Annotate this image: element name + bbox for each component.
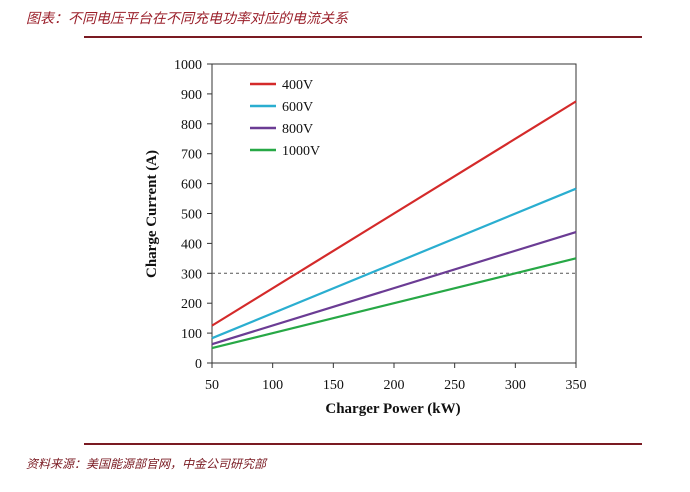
- legend-label-600v: 600V: [282, 100, 313, 115]
- x-tick-label-0: 50: [205, 378, 219, 393]
- legend-label-800v: 800V: [282, 122, 313, 137]
- y-tick-label-4: 400: [181, 237, 202, 252]
- source-divider: [84, 443, 642, 445]
- y-tick-label-5: 500: [181, 208, 202, 223]
- series-line-600v: [211, 187, 577, 340]
- series-line-1000v: [211, 257, 577, 350]
- figure-caption: 图表：不同电压平台在不同充电功率对应的电流关系: [26, 11, 348, 27]
- legend-label-1000v: 1000V: [282, 144, 320, 159]
- y-tick-label-1: 100: [181, 327, 202, 342]
- y-tick-label-0: 0: [195, 357, 202, 372]
- y-tick-label-7: 700: [181, 148, 202, 163]
- series-line-800v: [211, 230, 577, 346]
- y-tick-label-10: 1000: [174, 58, 202, 73]
- y-tick-label-2: 200: [181, 297, 202, 312]
- y-tick-label-6: 600: [181, 178, 202, 193]
- y-tick-label-9: 900: [181, 88, 202, 103]
- caption-divider: [84, 36, 642, 38]
- x-tick-label-4: 250: [444, 378, 465, 393]
- x-axis-title: Charger Power (kW): [325, 401, 460, 417]
- x-tick-label-6: 350: [566, 378, 587, 393]
- y-axis-title: Charge Current (A): [144, 150, 160, 278]
- y-tick-label-8: 800: [181, 118, 202, 133]
- line-chart: 50 100 150 200 250 300 350 0 100 200 300 400 500 600 7…: [144, 58, 587, 417]
- x-tick-label-3: 200: [384, 378, 405, 393]
- series-line-400v: [211, 100, 577, 327]
- x-tick-label-5: 300: [505, 378, 526, 393]
- y-tick-label-3: 300: [181, 267, 202, 282]
- legend-label-400v: 400V: [282, 78, 313, 93]
- x-tick-label-2: 150: [323, 378, 344, 393]
- x-tick-label-1: 100: [262, 378, 283, 393]
- source-note: 资料来源：美国能源部官网，中金公司研究部: [26, 457, 267, 471]
